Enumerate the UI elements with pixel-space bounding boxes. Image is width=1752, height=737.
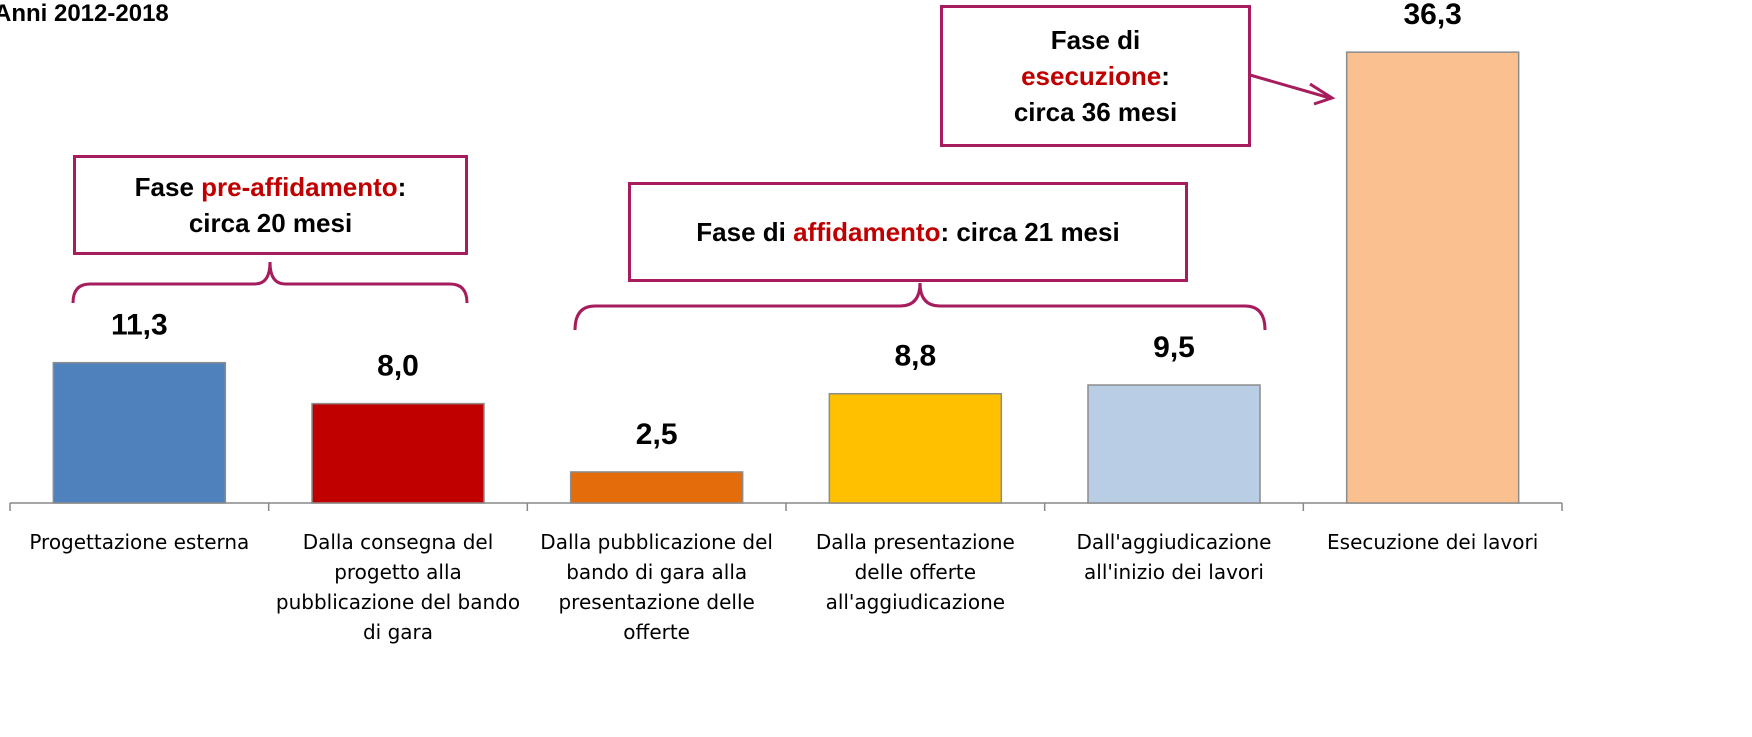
annotation-text: affidamento	[793, 217, 941, 247]
x-tick-label: Dalla pubblicazione del bando di gara al…	[540, 530, 773, 644]
brace	[71, 261, 469, 304]
arrow	[1249, 73, 1331, 100]
annotation-text: esecuzione	[1021, 61, 1162, 91]
chart-title: Anni 2012-2018	[0, 0, 169, 27]
bar	[828, 392, 1003, 504]
value-label: 36,3	[1403, 0, 1461, 31]
annotation-text: :	[1161, 61, 1170, 91]
value-label: 8,0	[377, 350, 419, 383]
value-label: 2,5	[636, 418, 678, 451]
x-tick-label: Dall'aggiudicazione all'inizio dei lavor…	[1076, 530, 1272, 584]
bar	[1345, 51, 1520, 504]
annotation-text: circa 36 mesi	[1013, 97, 1178, 127]
bar	[52, 361, 227, 504]
arrow-head	[1309, 82, 1336, 106]
annotation-text: Fase	[134, 172, 202, 202]
annotation-text: : circa 21 mesi	[940, 217, 1120, 247]
x-tick-label: Dalla consegna del progetto alla pubblic…	[275, 530, 521, 644]
x-tick-label: Dalla presentazione delle offerte all'ag…	[815, 530, 1015, 614]
annotation-text: :	[397, 172, 407, 202]
annotation-text: circa 20 mesi	[188, 208, 353, 238]
annotation-text: Fase di	[696, 217, 794, 247]
annotation-box: Fase di affidamento: circa 21 mesi	[628, 182, 1188, 282]
brace	[573, 282, 1267, 331]
annotation-box: Fase pre-affidamento: circa 20 mesi	[73, 155, 468, 255]
x-tick-label: Progettazione esterna	[29, 530, 250, 554]
value-label: 11,3	[111, 309, 168, 342]
bar	[569, 471, 744, 504]
bar	[311, 402, 485, 504]
x-tick-label: Esecuzione dei lavori	[1327, 530, 1539, 554]
annotation-box: Fase di esecuzione: circa 36 mesi	[940, 5, 1251, 147]
bar	[1087, 384, 1261, 504]
annotation-text: Fase di	[1050, 25, 1141, 55]
annotation-text: pre-affidamento	[201, 172, 398, 202]
value-label: 9,5	[1153, 331, 1195, 364]
value-label: 8,8	[894, 340, 936, 373]
